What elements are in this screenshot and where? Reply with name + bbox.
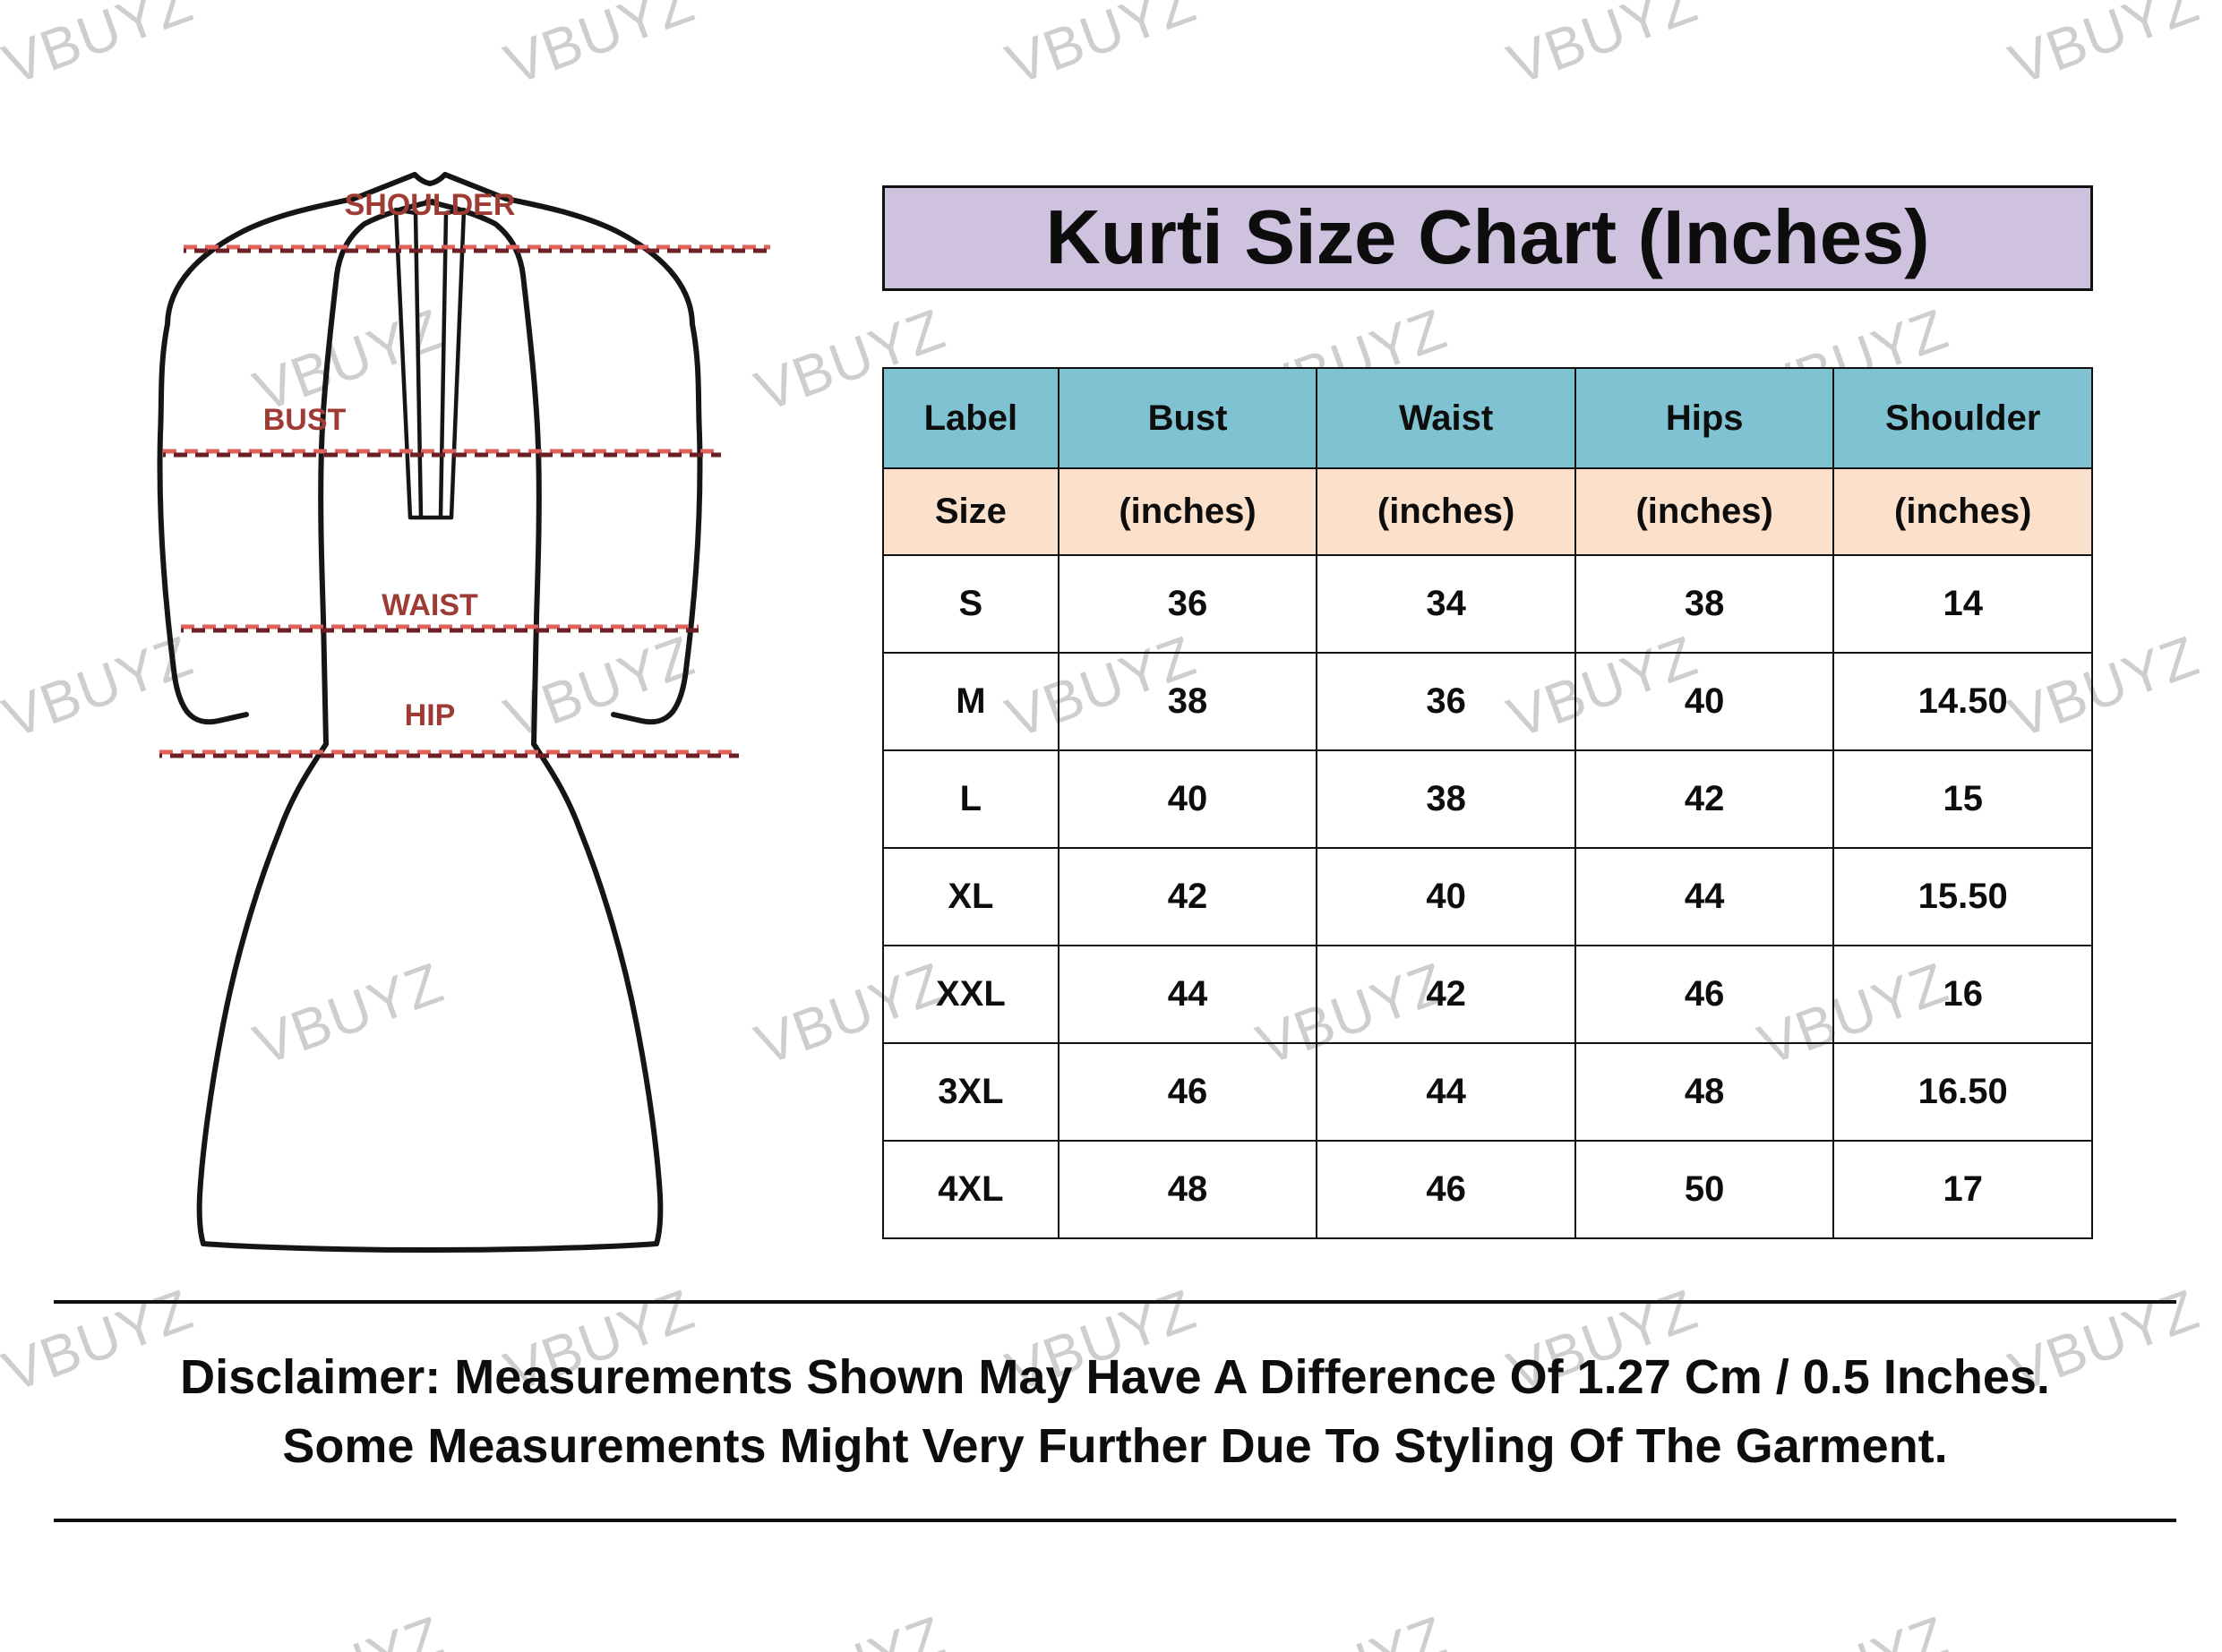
- svg-text:HIP: HIP: [405, 698, 456, 732]
- svg-text:WAIST: WAIST: [382, 588, 478, 622]
- svg-text:BUST: BUST: [263, 403, 347, 437]
- svg-text:SHOULDER: SHOULDER: [345, 188, 516, 222]
